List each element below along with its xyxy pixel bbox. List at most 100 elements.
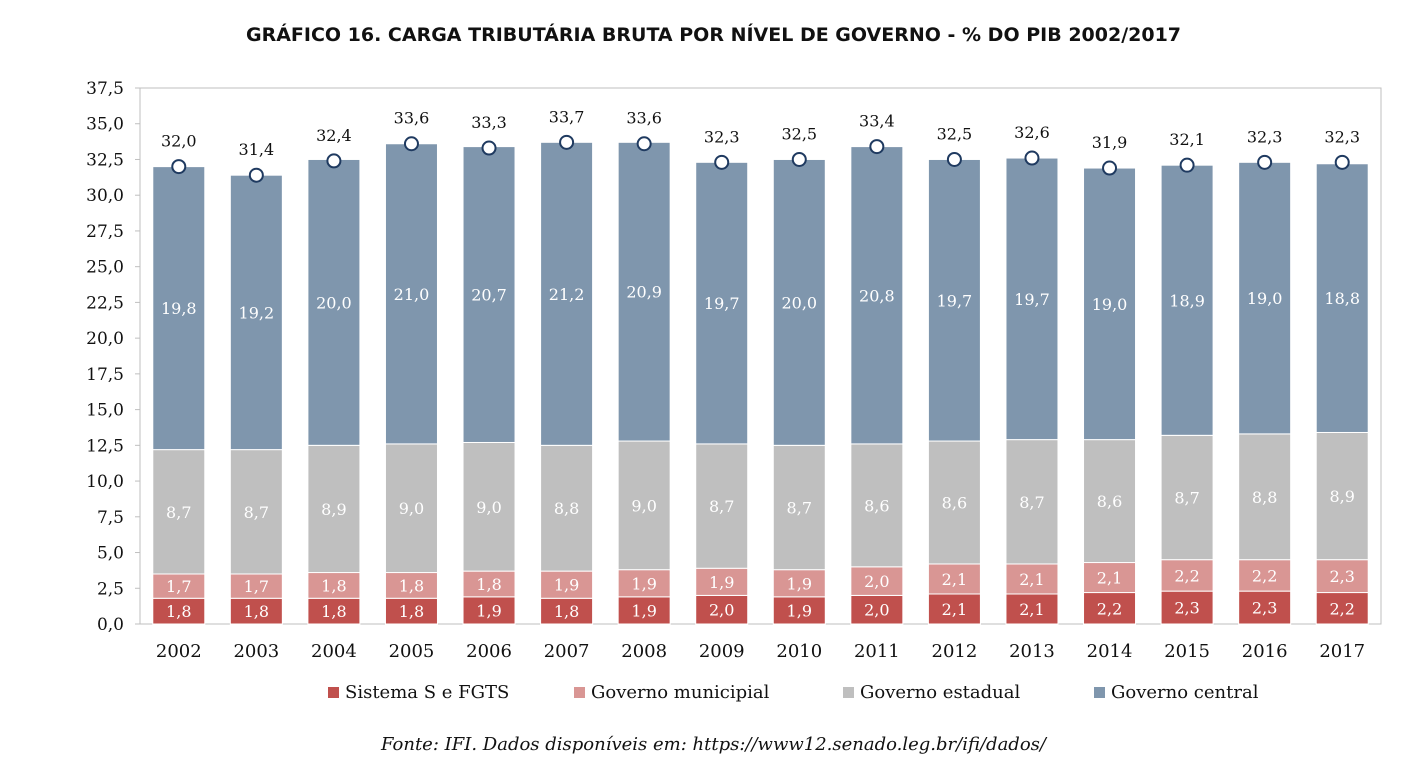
total-marker xyxy=(869,139,885,155)
segment-value-label: 19,2 xyxy=(239,303,275,322)
y-tick-label: 25,0 xyxy=(86,258,124,278)
y-tick-label: 35,0 xyxy=(86,115,124,135)
segment-value-label: 1,7 xyxy=(166,577,191,596)
total-value-label: 33,3 xyxy=(471,113,507,132)
bar-segment-2 xyxy=(1083,562,1137,594)
total-value-label: 32,0 xyxy=(161,132,197,151)
bar-segment-3 xyxy=(152,449,206,575)
x-tick-label: 2014 xyxy=(1087,641,1133,662)
bar-segment-2 xyxy=(152,573,206,599)
x-tick-label: 2002 xyxy=(156,641,202,662)
segment-value-label: 1,9 xyxy=(709,573,734,592)
bar-segment-3 xyxy=(1083,439,1137,564)
x-tick-label: 2010 xyxy=(776,641,822,662)
segment-value-label: 8,6 xyxy=(942,494,967,513)
bar-segment-2 xyxy=(540,570,594,599)
segment-value-label: 18,8 xyxy=(1324,289,1360,308)
segment-value-label: 8,9 xyxy=(321,500,346,519)
bar-segment-1 xyxy=(1083,592,1137,625)
bar-segment-2 xyxy=(462,570,516,598)
bar-segment-2 xyxy=(307,572,361,599)
segment-value-label: 1,9 xyxy=(476,601,501,620)
legend-label: Governo central xyxy=(1111,682,1259,703)
source-prefix: Fonte: IFI. Dados disponíveis em: xyxy=(381,734,693,755)
legend-item: Governo estadual xyxy=(843,682,1020,703)
segment-value-label: 8,7 xyxy=(166,503,191,522)
legend-swatch xyxy=(328,687,339,698)
legend-item: Governo municipial xyxy=(574,682,769,703)
chart-title: GRÁFICO 16. CARGA TRIBUTÁRIA BRUTA POR N… xyxy=(245,24,1182,46)
total-value-label: 32,5 xyxy=(781,124,817,143)
segment-value-label: 8,6 xyxy=(864,496,889,515)
bar-segment-3 xyxy=(1160,434,1214,561)
bar-segment-1 xyxy=(384,597,438,625)
x-tick-label: 2005 xyxy=(389,641,435,662)
bar-segment-4 xyxy=(462,146,516,443)
bar-segment-3 xyxy=(1238,433,1292,561)
segment-value-label: 8,9 xyxy=(1329,487,1354,506)
segment-value-label: 8,7 xyxy=(1019,493,1044,512)
legend-item: Sistema S e FGTS xyxy=(328,682,509,703)
x-axis: 2002 2003 2004 2005 2006 2007 2008 2009 2010 2011… xyxy=(156,641,1365,662)
segment-value-label: 8,7 xyxy=(787,499,812,518)
source-note: Fonte: IFI. Dados disponíveis em: https:… xyxy=(0,734,1427,755)
bar-segment-2 xyxy=(617,569,671,598)
bar-segment-4 xyxy=(772,158,826,446)
segment-value-label: 2,2 xyxy=(1329,599,1354,618)
segment-value-label: 1,8 xyxy=(166,602,191,621)
segment-value-label: 20,7 xyxy=(471,286,507,305)
x-tick-label: 2011 xyxy=(854,641,900,662)
segment-value-label: 2,2 xyxy=(1097,599,1122,618)
y-tick-label: 5,0 xyxy=(97,544,124,564)
segment-value-label: 8,7 xyxy=(709,497,734,516)
stacked-bar-chart: 0,0 2,5 5,0 7,5 10,0 12,5 15,0 17,5 20,0 22,5 25,0… xyxy=(86,79,1382,662)
segment-value-label: 8,6 xyxy=(1097,492,1122,511)
x-tick-label: 2012 xyxy=(932,641,978,662)
segment-value-label: 20,8 xyxy=(859,286,895,305)
y-tick-label: 22,5 xyxy=(86,293,124,313)
segment-value-label: 1,9 xyxy=(787,601,812,620)
bar-segment-3 xyxy=(772,444,826,571)
legend-label: Governo municipial xyxy=(591,682,770,703)
bar-segment-1 xyxy=(229,597,283,625)
bar-segment-1 xyxy=(695,594,749,625)
x-tick-label: 2013 xyxy=(1009,641,1055,662)
segment-value-label: 2,0 xyxy=(864,572,889,591)
total-marker xyxy=(171,159,187,175)
legend-swatch xyxy=(1094,687,1105,698)
segment-value-label: 21,0 xyxy=(394,285,430,304)
bar-segment-4 xyxy=(1083,167,1137,441)
y-tick-label: 37,5 xyxy=(86,79,124,99)
bar-segment-3 xyxy=(229,449,283,575)
segment-value-label: 1,8 xyxy=(321,602,346,621)
bar-segment-1 xyxy=(927,593,981,625)
bars: 1,8 1,7 8,7 19,8 32,0 1,8 1,7 8,7 19,2 31,4 1,8 1,8… xyxy=(152,107,1369,625)
bar-segment-1 xyxy=(1315,592,1369,625)
total-marker xyxy=(636,136,652,152)
plot-border xyxy=(139,87,1382,625)
segment-value-label: 19,0 xyxy=(1247,289,1283,308)
x-tick-label: 2017 xyxy=(1319,641,1365,662)
segment-value-label: 1,8 xyxy=(554,602,579,621)
segment-value-label: 19,7 xyxy=(937,291,973,310)
legend-swatch xyxy=(843,687,854,698)
segment-value-label: 20,0 xyxy=(316,293,352,312)
total-marker xyxy=(1334,154,1350,170)
bar-segment-2 xyxy=(772,569,826,598)
total-value-label: 32,4 xyxy=(316,126,352,145)
total-marker xyxy=(403,136,419,152)
source-link[interactable]: https://www12.senado.leg.br/ifi/dados/ xyxy=(692,734,1046,755)
bar-segment-2 xyxy=(1160,559,1214,592)
bar-segment-4 xyxy=(1005,157,1059,441)
bar-segment-4 xyxy=(850,146,904,445)
x-tick-label: 2003 xyxy=(233,641,279,662)
legend-item: Governo central xyxy=(1094,682,1258,703)
segment-value-label: 1,8 xyxy=(399,602,424,621)
total-marker xyxy=(714,154,730,170)
segment-value-label: 1,7 xyxy=(244,577,269,596)
segment-value-label: 1,8 xyxy=(476,575,501,594)
bar-segment-1 xyxy=(1238,590,1292,625)
bar-segment-3 xyxy=(307,444,361,574)
x-tick-label: 2009 xyxy=(699,641,745,662)
y-tick-label: 7,5 xyxy=(97,508,124,528)
